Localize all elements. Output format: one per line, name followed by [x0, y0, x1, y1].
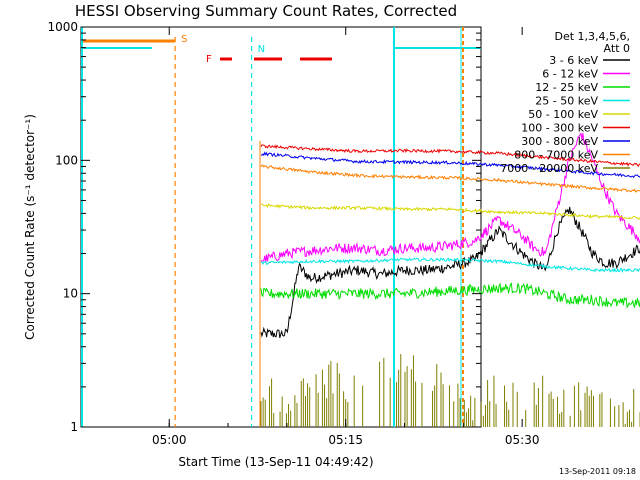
series-12-25-kev — [260, 282, 640, 309]
legend-entry-label: 100 - 300 keV — [521, 122, 598, 135]
x-tick-label: 05:00 — [152, 433, 187, 447]
legend-header: Det 1,3,4,5,6, — [554, 30, 630, 43]
footer-timestamp: 13-Sep-2011 09:18 — [559, 467, 636, 476]
legend-entry-label: 800 - 7000 keV — [514, 149, 598, 162]
series-50-100-kev — [260, 203, 640, 220]
legend-entry-label: 12 - 25 keV — [535, 81, 598, 94]
legend-entry-label: 300 - 800 keV — [521, 135, 598, 148]
legend-entry-label: 6 - 12 keV — [542, 68, 598, 81]
y-tick-label: 1 — [70, 420, 78, 434]
flag-annotations: S N F — [83, 34, 332, 427]
x-axis-label: Start Time (13-Sep-11 04:49:42) — [178, 455, 373, 469]
y-tick-label: 100 — [55, 153, 78, 167]
series-25-50-kev — [260, 257, 640, 273]
legend-entry-label: 3 - 6 keV — [549, 54, 598, 67]
series-7000-20000-kev — [260, 354, 640, 427]
flag-label-s: S — [181, 34, 187, 45]
flag-label-n: N — [258, 44, 265, 55]
y-tick-label: 1000 — [47, 20, 78, 34]
series-100-300-kev — [260, 144, 640, 167]
legend-entry-label: 50 - 100 keV — [528, 108, 598, 121]
chart-title: HESSI Observing Summary Count Rates, Cor… — [75, 2, 457, 20]
flag-label-f: F — [206, 54, 212, 65]
x-tick-label: 05:15 — [328, 433, 363, 447]
legend-header: Att 0 — [604, 42, 630, 55]
x-tick-label: 05:30 — [505, 433, 540, 447]
y-axis-label: Corrected Count Rate (s⁻¹ detector⁻¹) — [23, 114, 37, 340]
legend-entry-label: 25 - 50 keV — [535, 95, 598, 108]
series-6-12-kev — [260, 132, 640, 264]
cyan-band-markers — [81, 27, 481, 427]
series-300-800-kev — [261, 151, 640, 179]
y-tick-label: 10 — [63, 287, 78, 301]
plot-frame — [80, 26, 482, 428]
plot-area: SNF 05:0005:1505:3005:4506:0006:15110100… — [47, 20, 640, 447]
legend-entry-label: 7000 - 20000 keV — [500, 162, 598, 175]
series-800-7000-kev — [260, 164, 640, 193]
series-3-6-kev — [260, 206, 640, 339]
series-layer — [259, 132, 640, 427]
